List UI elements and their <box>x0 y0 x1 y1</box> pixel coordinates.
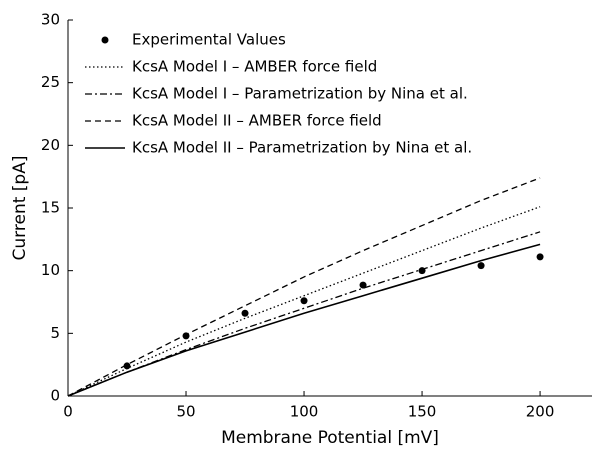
x-tick-label: 150 <box>408 403 437 421</box>
x-tick-label: 50 <box>176 403 195 421</box>
series-line <box>67 231 541 397</box>
y-tick-label: 20 <box>41 136 60 154</box>
legend-label: Experimental Values <box>132 31 286 49</box>
series-line <box>67 243 541 397</box>
legend-label: KcsA Model II – AMBER force field <box>132 112 382 130</box>
series-line <box>67 177 541 397</box>
data-point <box>241 309 249 317</box>
y-tick-label: 0 <box>50 387 60 405</box>
data-point <box>123 362 131 370</box>
series-line <box>67 206 541 397</box>
y-tick-label: 15 <box>41 199 60 217</box>
x-tick-label: 100 <box>290 403 319 421</box>
x-tick-label: 0 <box>63 403 73 421</box>
y-tick-label: 25 <box>41 73 60 91</box>
data-point <box>300 297 308 305</box>
y-tick-label: 5 <box>50 324 60 342</box>
y-tick-label: 30 <box>41 11 60 29</box>
legend-label: KcsA Model I – AMBER force field <box>132 58 377 76</box>
legend-label: KcsA Model II – Parametrization by Nina … <box>132 139 472 157</box>
legend-marker <box>101 36 109 44</box>
x-axis-title: Membrane Potential [mV] <box>221 428 439 448</box>
y-axis-title: Current [pA] <box>10 156 30 261</box>
data-point <box>359 281 367 289</box>
data-point <box>477 262 485 270</box>
y-tick-label: 10 <box>41 261 60 279</box>
data-point <box>536 253 544 261</box>
legend-label: KcsA Model I – Parametrization by Nina e… <box>132 85 468 103</box>
x-tick-label: 200 <box>526 403 555 421</box>
